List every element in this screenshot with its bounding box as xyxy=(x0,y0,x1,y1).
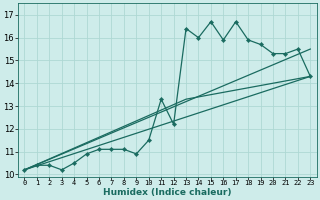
X-axis label: Humidex (Indice chaleur): Humidex (Indice chaleur) xyxy=(103,188,232,197)
